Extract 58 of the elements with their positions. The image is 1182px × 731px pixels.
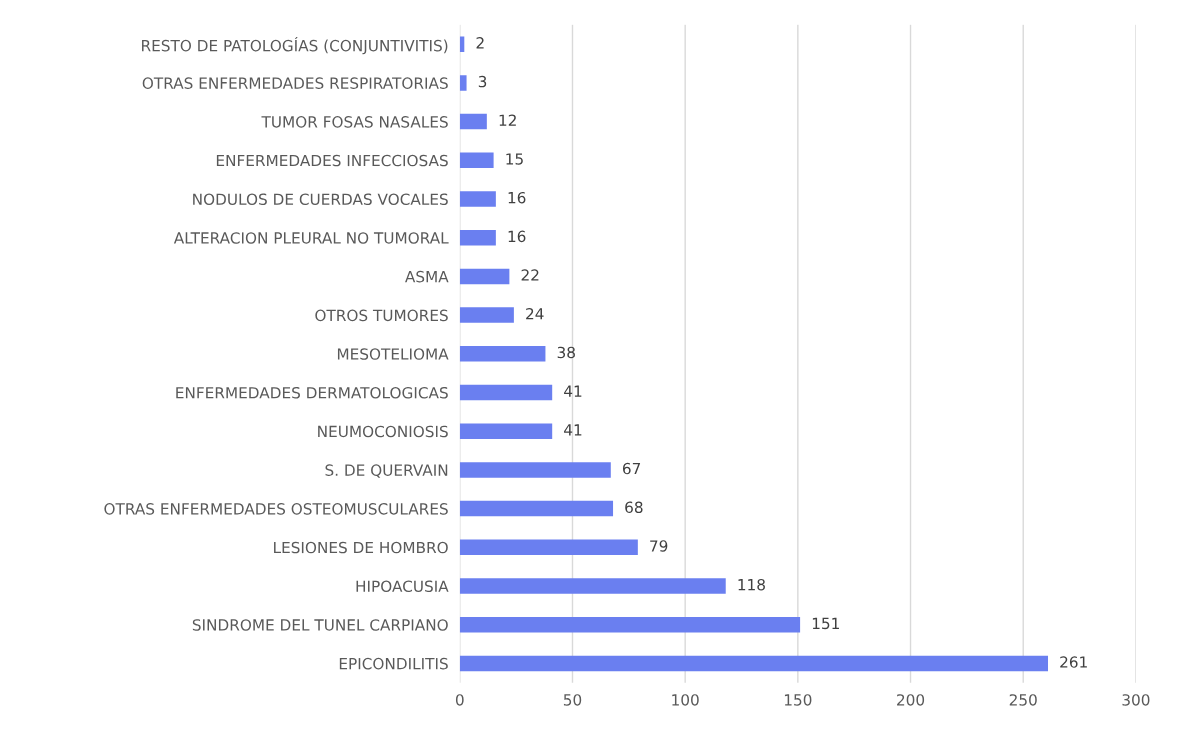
y-tick-label: OTROS TUMORES: [315, 309, 448, 322]
data-label: 16: [508, 191, 526, 204]
y-tick-label: NODULOS DE CUERDAS VOCALES: [193, 193, 448, 206]
bar: [459, 384, 553, 401]
bar: [459, 75, 467, 91]
bar: [459, 462, 611, 478]
y-tick-label: NEUMOCONIOSIS: [318, 425, 448, 438]
data-label: 22: [521, 269, 539, 281]
data-label: 151: [812, 617, 839, 630]
y-tick-label: S. DE QUERVAIN: [325, 464, 448, 478]
y-tick-label: OTRAS ENFERMEDADES RESPIRATORIAS: [142, 77, 448, 89]
data-label: 2: [476, 37, 484, 49]
x-tick-label: 100: [672, 694, 699, 706]
bar: [459, 539, 638, 556]
data-label: 24: [526, 307, 544, 320]
bar: [459, 113, 487, 130]
data-label: 118: [738, 578, 765, 591]
bar: [459, 578, 726, 594]
bar: [459, 191, 496, 207]
bar: [459, 346, 546, 362]
data-label: 12: [499, 114, 516, 126]
data-label: 68: [625, 501, 643, 514]
y-tick-label: ENFERMEDADES DERMATOLOGICAS: [176, 386, 448, 399]
x-tick-label: 300: [1122, 694, 1150, 706]
y-tick-label: OTRAS ENFERMEDADES OSTEOMUSCULARES: [104, 503, 448, 515]
y-tick-label: LESIONES DE HOMBRO: [274, 541, 448, 554]
bar: [459, 152, 494, 169]
data-label: 79: [650, 540, 668, 552]
x-tick-label: 150: [784, 694, 812, 706]
data-label: 16: [508, 230, 526, 243]
x-tick-label: 0: [455, 694, 464, 706]
y-tick-label: RESTO DE PATOLOGÍAS (CONJUNTIVITIS): [142, 37, 448, 55]
data-label: 3: [478, 75, 487, 88]
y-tick-label: TUMOR FOSAS NASALES: [261, 116, 448, 128]
bar: [459, 616, 801, 633]
y-tick-label: ALTERACION PLEURAL NO TUMORAL: [173, 232, 449, 244]
data-label: 261: [1060, 656, 1087, 668]
x-tick-label: 200: [897, 694, 925, 706]
y-tick-label: MESOTELIOMA: [337, 348, 449, 360]
y-tick-label: ASMA: [405, 270, 449, 283]
data-label: 41: [564, 385, 582, 397]
data-label: 15: [506, 153, 523, 165]
data-label: 41: [564, 424, 582, 436]
data-label: 38: [557, 346, 575, 359]
y-tick-label: HIPOACUSIA: [356, 580, 449, 593]
x-tick-label: 50: [563, 694, 582, 706]
y-tick-label: EPICONDILITIS: [339, 657, 448, 670]
bar: [459, 307, 514, 323]
bar: [459, 500, 614, 517]
bar: [459, 423, 553, 439]
x-tick-label: 250: [1009, 694, 1037, 706]
data-label: 67: [622, 462, 641, 475]
bar: [459, 268, 510, 285]
bar: [459, 36, 465, 52]
bar: [459, 229, 496, 246]
y-tick-label: ENFERMEDADES INFECCIOSAS: [216, 154, 448, 167]
bar: [459, 655, 1049, 672]
y-tick-label: SINDROME DEL TUNEL CARPIANO: [192, 619, 448, 631]
